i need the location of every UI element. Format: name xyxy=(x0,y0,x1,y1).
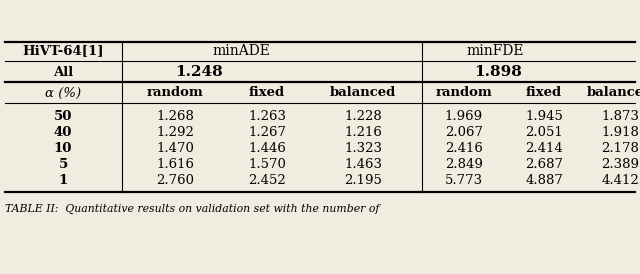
Text: 1.945: 1.945 xyxy=(525,110,563,122)
Text: minADE: minADE xyxy=(212,44,270,58)
Text: fixed: fixed xyxy=(526,87,562,99)
Text: fixed: fixed xyxy=(249,87,285,99)
Text: 2.416: 2.416 xyxy=(445,141,483,155)
Text: 2.195: 2.195 xyxy=(344,173,382,187)
Text: 50: 50 xyxy=(54,110,72,122)
Text: 5.773: 5.773 xyxy=(445,173,483,187)
Text: 1.470: 1.470 xyxy=(156,141,194,155)
Text: 1: 1 xyxy=(58,173,68,187)
Text: 1.463: 1.463 xyxy=(344,158,382,170)
Text: balanced: balanced xyxy=(587,87,640,99)
Text: 1.898: 1.898 xyxy=(474,65,522,79)
Text: 1.267: 1.267 xyxy=(248,125,286,138)
Text: 1.873: 1.873 xyxy=(601,110,639,122)
Text: 2.389: 2.389 xyxy=(601,158,639,170)
Text: 2.051: 2.051 xyxy=(525,125,563,138)
Text: minFDE: minFDE xyxy=(467,44,524,58)
Text: 2.067: 2.067 xyxy=(445,125,483,138)
Text: 2.687: 2.687 xyxy=(525,158,563,170)
Text: 40: 40 xyxy=(54,125,72,138)
Text: 2.849: 2.849 xyxy=(445,158,483,170)
Text: 1.263: 1.263 xyxy=(248,110,286,122)
Text: α (%): α (%) xyxy=(45,87,81,99)
Text: 1.446: 1.446 xyxy=(248,141,286,155)
Text: 1.248: 1.248 xyxy=(175,65,223,79)
Text: 1.292: 1.292 xyxy=(156,125,194,138)
Text: 5: 5 xyxy=(58,158,68,170)
Text: TABLE II:  Quantitative results on validation set with the number of: TABLE II: Quantitative results on valida… xyxy=(5,204,380,214)
Text: random: random xyxy=(436,87,492,99)
Text: 2.760: 2.760 xyxy=(156,173,194,187)
Text: balanced: balanced xyxy=(330,87,396,99)
Text: 10: 10 xyxy=(54,141,72,155)
Text: 1.570: 1.570 xyxy=(248,158,286,170)
Text: All: All xyxy=(53,65,73,78)
Text: 1.616: 1.616 xyxy=(156,158,194,170)
Text: 4.412: 4.412 xyxy=(601,173,639,187)
Text: 1.268: 1.268 xyxy=(156,110,194,122)
Text: 2.452: 2.452 xyxy=(248,173,286,187)
Text: HiVT-64[1]: HiVT-64[1] xyxy=(22,44,104,58)
Text: random: random xyxy=(147,87,204,99)
Text: 1.216: 1.216 xyxy=(344,125,382,138)
Text: 1.969: 1.969 xyxy=(445,110,483,122)
Text: 2.414: 2.414 xyxy=(525,141,563,155)
Text: 1.918: 1.918 xyxy=(601,125,639,138)
Text: 1.323: 1.323 xyxy=(344,141,382,155)
Text: 2.178: 2.178 xyxy=(601,141,639,155)
Text: 4.887: 4.887 xyxy=(525,173,563,187)
Text: 1.228: 1.228 xyxy=(344,110,382,122)
